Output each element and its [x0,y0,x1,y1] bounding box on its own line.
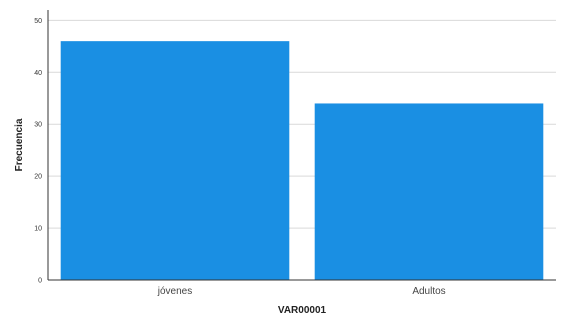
x-tick-label: Adultos [412,286,445,297]
x-axis-title: VAR00001 [278,305,327,316]
y-tick-label: 10 [34,226,42,233]
y-tick-label: 0 [38,278,42,285]
y-axis-title: Frecuencia [14,118,25,171]
y-tick-label: 20 [34,174,42,181]
bars [60,41,544,281]
y-tick-label: 30 [34,122,42,129]
y-tick-label: 50 [34,18,42,25]
x-tick-labels: jóvenes Adultos [157,286,446,297]
y-tick-label: 40 [34,70,42,77]
x-tick-label: jóvenes [157,286,192,297]
bar [314,103,544,280]
bar [60,41,290,281]
y-tick-labels: 0 10 20 30 40 50 [34,18,42,285]
